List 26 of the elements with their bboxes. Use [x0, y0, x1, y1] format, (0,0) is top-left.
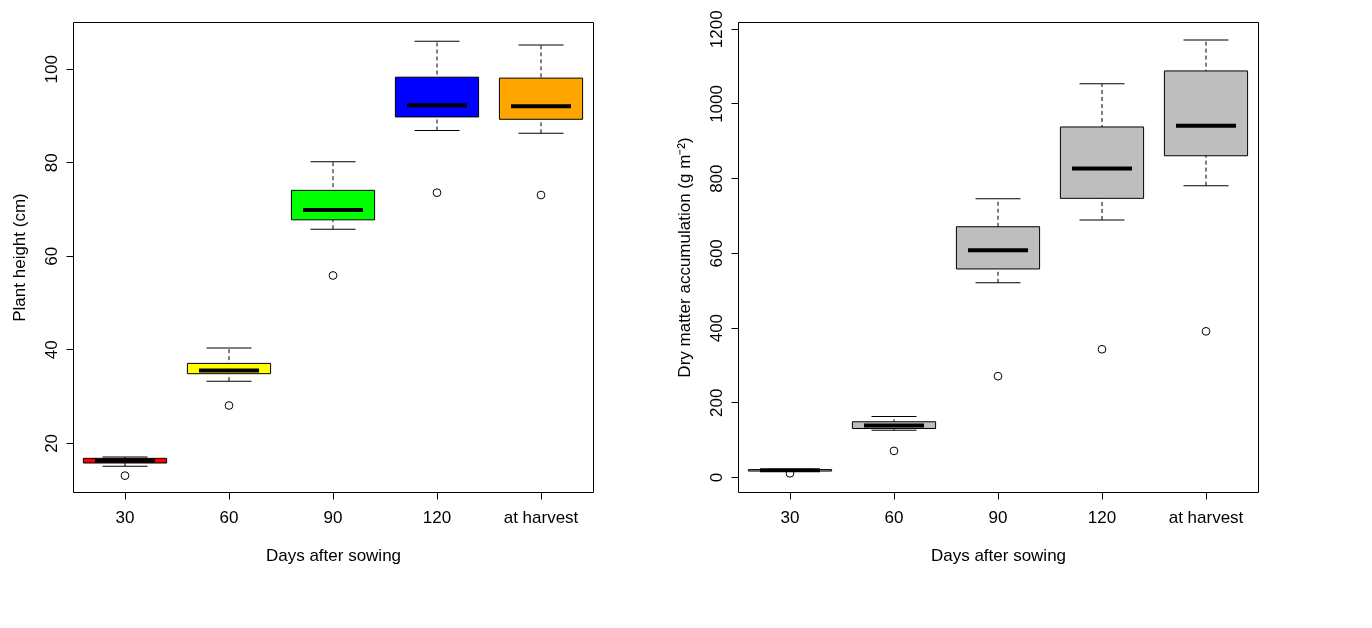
- y-tick-label: 1000: [706, 85, 726, 123]
- x-axis-title: Days after sowing: [265, 545, 402, 565]
- x-tick-label: 60: [219, 507, 239, 527]
- y-axis-title: Plant height (cm): [9, 193, 29, 322]
- x-tick-label: 120: [1087, 507, 1117, 527]
- y-tick-label: 200: [706, 388, 726, 418]
- y-tick-label: 0: [706, 472, 726, 483]
- x-tick-label: 30: [115, 507, 135, 527]
- y-tick-label: 600: [706, 239, 726, 268]
- y-tick-label: 60: [41, 246, 61, 266]
- x-axis-title: Days after sowing: [930, 545, 1067, 565]
- y-tick-label: 1200: [706, 10, 726, 49]
- y-axis-title: Dry matter accumulation (g m⁻²): [674, 137, 694, 378]
- y-tick-label: 40: [41, 340, 61, 360]
- x-tick-label: 30: [780, 507, 800, 527]
- x-tick-label: 120: [422, 507, 452, 527]
- y-tick-label: 800: [706, 164, 726, 193]
- x-tick-label: 60: [884, 507, 904, 527]
- x-tick-label: 90: [988, 507, 1008, 527]
- y-tick-label: 400: [706, 313, 726, 343]
- x-tick-label: at harvest: [1168, 507, 1244, 527]
- y-tick-label: 80: [41, 153, 61, 173]
- y-tick-label: 20: [41, 433, 61, 453]
- x-tick-label: at harvest: [503, 507, 579, 527]
- y-tick-label: 100: [41, 55, 61, 84]
- x-tick-label: 90: [323, 507, 343, 527]
